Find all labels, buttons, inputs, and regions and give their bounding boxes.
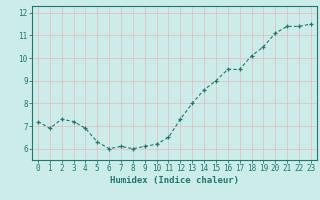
X-axis label: Humidex (Indice chaleur): Humidex (Indice chaleur) [110, 176, 239, 185]
